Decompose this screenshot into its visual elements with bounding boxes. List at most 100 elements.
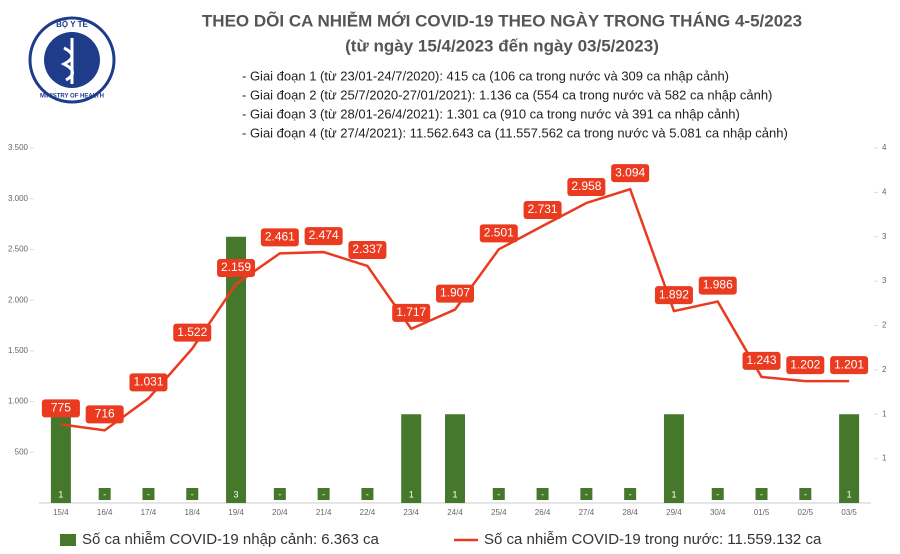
- bar-label: 3: [234, 489, 239, 499]
- bar-label-box: [624, 488, 637, 500]
- x-tick-label: 01/5: [754, 508, 770, 517]
- bar-label-box: [536, 488, 549, 500]
- line-label: 1.522: [177, 325, 207, 339]
- x-tick-label: 24/4: [447, 508, 463, 517]
- line-label-box: [479, 224, 518, 243]
- y-tick-label: 500: [15, 447, 29, 456]
- bar-label-box: [405, 488, 418, 500]
- bar-label-box: [711, 488, 724, 500]
- bar-label-box: [186, 488, 199, 500]
- bar-label: -: [585, 489, 588, 499]
- bar-label-box: [54, 488, 67, 500]
- x-tick-label: 21/4: [316, 508, 332, 517]
- bar-label: -: [147, 489, 150, 499]
- bar-label: -: [541, 489, 544, 499]
- line-label: 2.337: [352, 242, 382, 256]
- bar-label-box: [492, 488, 505, 500]
- line-label-box: [436, 284, 474, 303]
- x-tick-label: 27/4: [579, 508, 595, 517]
- y-tick-label: 2.000: [8, 295, 29, 304]
- line-label-box: [611, 164, 650, 183]
- line-label-box: [786, 356, 825, 375]
- bar: [50, 414, 71, 503]
- bar-label: -: [191, 489, 194, 499]
- bar-label: 1: [671, 489, 676, 499]
- legend-label: Số ca nhiễm COVID-19 nhập cảnh: 6.363 ca: [82, 531, 380, 548]
- bar-label: 1: [452, 489, 457, 499]
- bar-label-box: [667, 488, 680, 500]
- line-label-box: [173, 323, 212, 342]
- line-label: 1.202: [790, 357, 820, 371]
- line-label-box: [217, 259, 256, 278]
- bar-label-box: [361, 488, 374, 500]
- annotation: - Giai đoạn 3 (từ 28/01-26/4/2021): 1.30…: [242, 106, 740, 121]
- x-tick-label: 23/4: [403, 508, 419, 517]
- x-tick-label: 22/4: [360, 508, 376, 517]
- bar-label: -: [278, 489, 281, 499]
- bar-label-box: [230, 488, 243, 500]
- y2-tick-label: 3: [882, 276, 887, 285]
- line-label: 1.892: [659, 287, 689, 301]
- bar-label-box: [317, 488, 330, 500]
- bar: [839, 414, 860, 503]
- line-label-box: [654, 286, 693, 305]
- line-label-box: [348, 240, 387, 259]
- line-label: 775: [51, 401, 71, 415]
- annotation: - Giai đoạn 4 (từ 27/4/2021): 11.562.643…: [242, 125, 788, 140]
- line-label: 1.201: [834, 357, 864, 371]
- x-tick-label: 19/4: [228, 508, 244, 517]
- line-label: 2.501: [484, 225, 514, 239]
- x-tick-label: 29/4: [666, 508, 682, 517]
- line-label: 1.907: [440, 286, 470, 300]
- line-label-box: [260, 228, 299, 247]
- line-label: 2.461: [265, 230, 295, 244]
- x-tick-label: 30/4: [710, 508, 726, 517]
- bar-label-box: [98, 488, 111, 500]
- line-label: 2.731: [528, 202, 558, 216]
- line-label-box: [129, 373, 168, 392]
- bar-label: 1: [847, 489, 852, 499]
- y2-tick-label: 4: [882, 143, 887, 152]
- bar-label-box: [580, 488, 593, 500]
- bar-label-box: [799, 488, 812, 500]
- line-label-box: [567, 177, 606, 196]
- line-label: 2.159: [221, 260, 251, 274]
- bar-label-box: [273, 488, 286, 500]
- bar-label: -: [629, 489, 632, 499]
- logo-bottom: MINISTRY OF HEALTH: [40, 94, 104, 100]
- line-label: 1.243: [747, 353, 777, 367]
- logo: BỘ Y TẾ MINISTRY OF HEALTH: [28, 16, 116, 104]
- line-label: 1.031: [133, 375, 163, 389]
- y2-tick-label: 2: [882, 321, 887, 330]
- bar: [401, 414, 422, 503]
- line-label: 1.717: [396, 305, 426, 319]
- chart-title: THEO DÕI CA NHIỄM MỚI COVID-19 THEO NGÀY…: [202, 10, 802, 30]
- y-tick-label: 1.000: [8, 397, 29, 406]
- bar-label: -: [760, 489, 763, 499]
- chart-subtitle: (từ ngày 15/4/2023 đến ngày 03/5/2023): [345, 36, 659, 55]
- logo-top: BỘ Y TẾ: [56, 19, 88, 29]
- line: [60, 187, 850, 432]
- line-label: 716: [95, 407, 115, 421]
- line-label-box: [304, 227, 343, 246]
- bar-label: -: [497, 489, 500, 499]
- y2-tick-label: 3: [882, 232, 887, 241]
- line-label-box: [392, 303, 431, 322]
- line-label: 3.094: [615, 165, 645, 179]
- line-label: 2.958: [571, 179, 601, 193]
- line-label: 1.986: [703, 278, 733, 292]
- bar-label: -: [804, 489, 807, 499]
- line-label-box: [830, 356, 869, 375]
- bar-label-box: [142, 488, 155, 500]
- line-label-box: [523, 200, 562, 219]
- bar: [226, 236, 247, 503]
- x-tick-label: 17/4: [141, 508, 157, 517]
- bar-label: 1: [58, 489, 63, 499]
- bar: [663, 414, 684, 503]
- x-tick-label: 25/4: [491, 508, 507, 517]
- bar-label: -: [366, 489, 369, 499]
- y2-tick-label: 2: [882, 365, 887, 374]
- x-tick-label: 15/4: [53, 508, 69, 517]
- x-tick-label: 28/4: [622, 508, 638, 517]
